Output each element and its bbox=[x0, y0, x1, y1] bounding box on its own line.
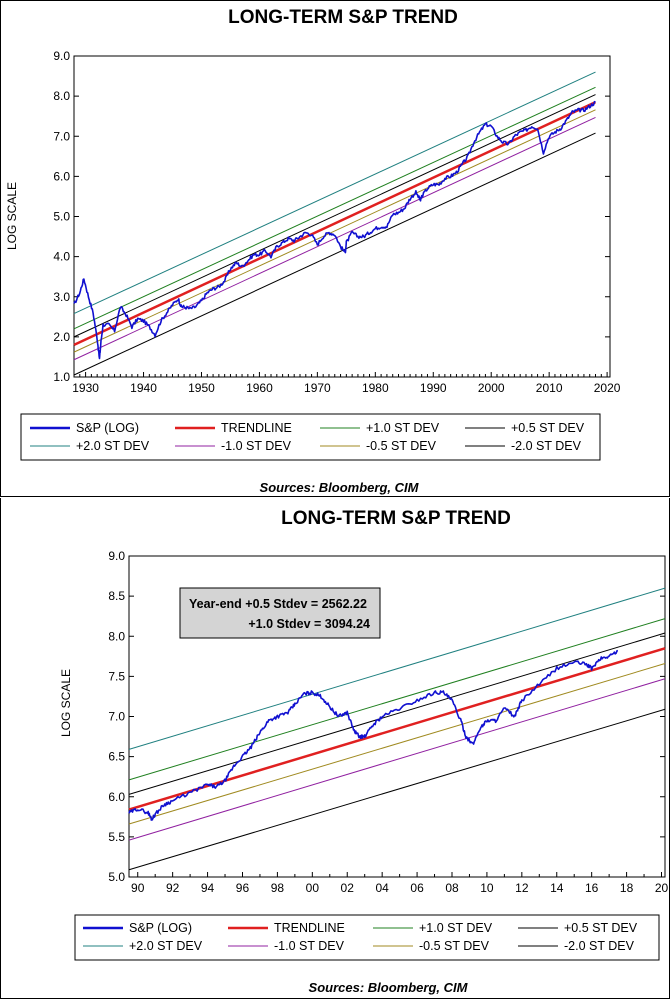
y-tick-label: 9.0 bbox=[53, 49, 70, 63]
trend-line-1-0-st-dev bbox=[73, 86, 596, 330]
source-note: Sources: Bloomberg, CIM bbox=[260, 480, 420, 495]
x-tick-label: 94 bbox=[201, 881, 215, 895]
trend-line-1-0-st-dev bbox=[128, 678, 666, 841]
legend-label: +1.0 ST DEV bbox=[366, 421, 440, 435]
x-tick-label: 2000 bbox=[478, 381, 505, 395]
x-tick-label: 98 bbox=[271, 881, 285, 895]
trend-line-0-5-st-dev bbox=[128, 663, 666, 825]
legend-label: -2.0 ST DEV bbox=[511, 439, 582, 453]
y-tick-label: 7.0 bbox=[108, 710, 125, 724]
x-tick-label: 92 bbox=[166, 881, 180, 895]
sp-log-series-line bbox=[128, 649, 618, 821]
y-tick-label: 6.5 bbox=[108, 750, 125, 764]
legend-label: -0.5 ST DEV bbox=[419, 939, 490, 953]
x-tick-label: 2010 bbox=[536, 381, 563, 395]
x-tick-label: 16 bbox=[585, 881, 599, 895]
legend-label: -1.0 ST DEV bbox=[221, 439, 292, 453]
trend-line-0-5-st-dev bbox=[128, 632, 666, 795]
chart-long-term-svg: LONG-TERM S&P TREND LOG SCALE 1.0 2.0 3.0 4… bbox=[5, 7, 621, 495]
trend-line-2-0-st-dev bbox=[128, 708, 666, 871]
annotation-box: Year-end +0.5 Stdev = 2562.22 +1.0 Stdev… bbox=[179, 587, 381, 639]
legend-label: +0.5 ST DEV bbox=[564, 921, 638, 935]
chart-title: LONG-TERM S&P TREND bbox=[281, 508, 511, 529]
trend-line-0-5-st-dev bbox=[73, 109, 596, 353]
trend-line-2-0-st-dev bbox=[73, 132, 596, 376]
trend-line-0-5-st-dev bbox=[73, 94, 596, 338]
y-tick-label: 9.0 bbox=[108, 549, 125, 563]
chart-title: LONG-TERM S&P TREND bbox=[228, 7, 458, 28]
x-tick-label: 20 bbox=[655, 881, 669, 895]
plot-frame bbox=[73, 55, 611, 378]
legend-label: +0.5 ST DEV bbox=[511, 421, 585, 435]
y-axis-label: LOG SCALE bbox=[59, 669, 73, 737]
legend-label: -0.5 ST DEV bbox=[366, 439, 437, 453]
x-tick-label: 1950 bbox=[188, 381, 215, 395]
y-tick-label: 7.0 bbox=[53, 129, 70, 143]
x-tick-label: 18 bbox=[620, 881, 634, 895]
y-tick-label: 8.5 bbox=[108, 589, 125, 603]
y-tick-label: 6.0 bbox=[108, 790, 125, 804]
x-tick-label: 1960 bbox=[246, 381, 273, 395]
x-tick-label: 1970 bbox=[304, 381, 331, 395]
x-tick-label: 12 bbox=[515, 881, 529, 895]
legend-label: -2.0 ST DEV bbox=[564, 939, 635, 953]
trend-line-2-0-st-dev bbox=[128, 587, 666, 750]
trend-line-1-0-st-dev bbox=[73, 116, 596, 361]
legend-box bbox=[74, 914, 660, 961]
x-tick-label: 04 bbox=[375, 881, 389, 895]
legend-label: S&P (LOG) bbox=[129, 921, 192, 935]
trend-line-trendline bbox=[128, 647, 666, 811]
source-note: Sources: Bloomberg, CIM bbox=[309, 980, 469, 995]
y-tick-label: 5.0 bbox=[53, 210, 70, 224]
trend-line-1-0-st-dev bbox=[128, 618, 666, 781]
x-tick-label: 10 bbox=[480, 881, 494, 895]
y-axis-label: LOG SCALE bbox=[5, 182, 19, 250]
x-tick-label: 96 bbox=[236, 881, 250, 895]
annotation-line-1: Year-end +0.5 Stdev = 2562.22 bbox=[189, 597, 367, 611]
x-tick-label: 1930 bbox=[72, 381, 99, 395]
x-tick-label: 14 bbox=[550, 881, 564, 895]
y-tick-label: 5.5 bbox=[108, 830, 125, 844]
legend-label: +1.0 ST DEV bbox=[419, 921, 493, 935]
y-tick-label: 4.0 bbox=[53, 250, 70, 264]
legend-label: +2.0 ST DEV bbox=[76, 439, 150, 453]
chart-recent-svg: LONG-TERM S&P TREND LOG SCALE 5.0 5.5 6.0 6… bbox=[59, 508, 669, 995]
x-tick-label: 00 bbox=[306, 881, 320, 895]
x-tick-label: 90 bbox=[131, 881, 145, 895]
y-tick-label: 2.0 bbox=[53, 330, 70, 344]
trend-line-2-0-st-dev bbox=[73, 71, 596, 315]
sp-log-series-line bbox=[73, 100, 596, 360]
x-tick-label: 1980 bbox=[362, 381, 389, 395]
legend-box bbox=[20, 413, 601, 461]
x-tick-label: 1940 bbox=[130, 381, 157, 395]
y-tick-label: 8.0 bbox=[108, 629, 125, 643]
y-tick-label: 5.0 bbox=[108, 870, 125, 884]
legend-label: TRENDLINE bbox=[274, 921, 345, 935]
trend-line-trendline bbox=[73, 101, 597, 347]
y-tick-label: 1.0 bbox=[53, 370, 70, 384]
annotation-line-2: +1.0 Stdev = 3094.24 bbox=[248, 617, 370, 631]
chart-panel-long-term: LONG-TERM S&P TREND LOG SCALE 1.0 2.0 3.0 4… bbox=[0, 0, 670, 497]
y-tick-label: 6.0 bbox=[53, 169, 70, 183]
x-tick-label: 02 bbox=[341, 881, 355, 895]
legend-label: TRENDLINE bbox=[221, 421, 292, 435]
x-tick-label: 2020 bbox=[594, 381, 621, 395]
legend-label: S&P (LOG) bbox=[76, 421, 139, 435]
chart-panel-recent: LONG-TERM S&P TREND LOG SCALE 5.0 5.5 6.0 6… bbox=[0, 498, 670, 999]
x-tick-label: 08 bbox=[445, 881, 459, 895]
x-tick-label: 1990 bbox=[420, 381, 447, 395]
legend-label: +2.0 ST DEV bbox=[129, 939, 203, 953]
x-tick-label: 06 bbox=[410, 881, 424, 895]
y-tick-label: 3.0 bbox=[53, 290, 70, 304]
legend-label: -1.0 ST DEV bbox=[274, 939, 345, 953]
y-tick-label: 8.0 bbox=[53, 89, 70, 103]
y-tick-label: 7.5 bbox=[108, 669, 125, 683]
